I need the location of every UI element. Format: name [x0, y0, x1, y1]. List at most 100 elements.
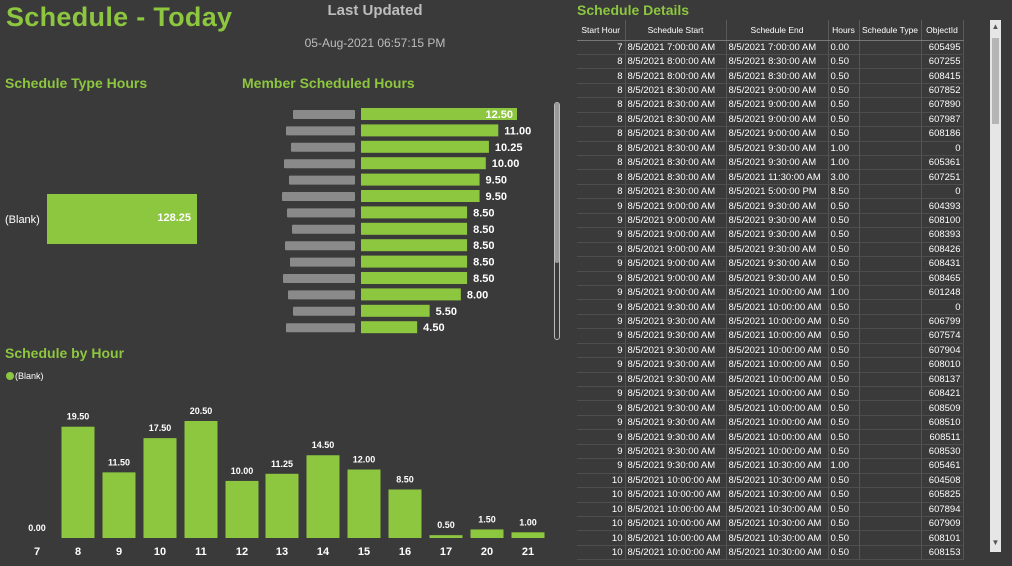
hour-bar[interactable]	[388, 489, 422, 538]
member-hours-bar[interactable]	[361, 206, 468, 219]
member-hours-bar[interactable]	[361, 288, 461, 301]
member-hours-bar[interactable]	[361, 239, 468, 252]
table-row[interactable]: 9 8/5/2021 9:00:00 AM 8/5/2021 10:00:00 AM…	[577, 285, 964, 301]
column-header[interactable]: Schedule End	[726, 20, 829, 41]
table-scroll-thumb[interactable]	[992, 38, 999, 124]
member-name-obscured	[292, 224, 355, 234]
hour-bar-value: 11.25	[271, 459, 293, 469]
table-row[interactable]: 10 8/5/2021 10:00:00 AM 8/5/2021 10:30:00 …	[577, 530, 964, 546]
table-row[interactable]: 10 8/5/2021 10:00:00 AM 8/5/2021 10:30:00 …	[577, 545, 964, 560]
member-hours-bar[interactable]	[361, 321, 418, 334]
hour-bar[interactable]	[347, 469, 381, 538]
table-row[interactable]: 9 8/5/2021 9:30:00 AM 8/5/2021 10:30:00 AM…	[577, 458, 964, 474]
table-cell	[859, 256, 922, 272]
member-hours-bar[interactable]	[361, 157, 486, 170]
table-row[interactable]: 9 8/5/2021 9:30:00 AM 8/5/2021 10:00:00 AM…	[577, 357, 964, 373]
hour-bar[interactable]	[143, 438, 177, 538]
hour-bar[interactable]	[429, 535, 463, 538]
table-cell: 608421	[921, 386, 964, 402]
table-cell: 8/5/2021 9:30:00 AM	[726, 242, 829, 258]
hour-bar[interactable]	[61, 426, 95, 538]
member-name-obscured	[289, 175, 355, 185]
table-cell	[859, 155, 922, 171]
table-row[interactable]: 9 8/5/2021 9:30:00 AM 8/5/2021 10:00:00 AM…	[577, 372, 964, 388]
table-row[interactable]: 8 8/5/2021 8:30:00 AM 8/5/2021 9:00:00 AM 0…	[577, 112, 964, 128]
member-chart-scrollbar[interactable]	[554, 102, 560, 340]
table-cell: 8	[577, 184, 626, 200]
column-header[interactable]: ObjectId	[921, 20, 964, 41]
table-scrollbar[interactable]	[990, 20, 1001, 552]
table-row[interactable]: 9 8/5/2021 9:00:00 AM 8/5/2021 9:30:00 AM 0…	[577, 271, 964, 286]
table-cell: 0.50	[828, 502, 860, 517]
member-hours-bar[interactable]	[361, 124, 499, 137]
table-row[interactable]: 9 8/5/2021 9:30:00 AM 8/5/2021 10:00:00 AM…	[577, 444, 964, 460]
member-hours-bar[interactable]	[361, 304, 430, 317]
table-row[interactable]: 9 8/5/2021 9:00:00 AM 8/5/2021 9:30:00 AM 0…	[577, 256, 964, 272]
table-row[interactable]: 9 8/5/2021 9:00:00 AM 8/5/2021 9:30:00 AM 0…	[577, 242, 964, 258]
table-cell: 8/5/2021 9:00:00 AM	[625, 271, 727, 286]
column-header[interactable]: Hours	[828, 20, 860, 41]
member-hours-bar[interactable]	[361, 222, 468, 235]
table-row[interactable]: 10 8/5/2021 10:00:00 AM 8/5/2021 10:30:00 …	[577, 473, 964, 489]
table-cell: 608153	[921, 545, 964, 560]
schedule-type-bar[interactable]	[47, 194, 197, 244]
table-cell: 0.50	[828, 343, 860, 359]
member-chart-scroll-thumb[interactable]	[555, 103, 559, 263]
hour-bar[interactable]	[470, 529, 504, 538]
table-row[interactable]: 8 8/5/2021 8:30:00 AM 8/5/2021 11:30:00 AM…	[577, 169, 964, 185]
member-name-obscured	[284, 159, 355, 169]
column-header[interactable]: Schedule Type	[859, 20, 922, 41]
table-row[interactable]: 10 8/5/2021 10:00:00 AM 8/5/2021 10:30:00 …	[577, 487, 964, 503]
table-cell: 8	[577, 169, 626, 185]
table-row[interactable]: 9 8/5/2021 9:30:00 AM 8/5/2021 10:00:00 AM…	[577, 299, 964, 315]
table-cell: 8/5/2021 9:30:00 AM	[726, 213, 829, 229]
member-name-obscured	[293, 306, 355, 316]
table-cell	[859, 343, 922, 359]
hour-bar[interactable]	[511, 532, 545, 538]
table-cell: 1.00	[828, 285, 860, 301]
table-row[interactable]: 8 8/5/2021 8:00:00 AM 8/5/2021 8:30:00 AM 0…	[577, 68, 964, 84]
table-row[interactable]: 9 8/5/2021 9:30:00 AM 8/5/2021 10:00:00 AM…	[577, 314, 964, 330]
table-row[interactable]: 10 8/5/2021 10:00:00 AM 8/5/2021 10:30:00 …	[577, 516, 964, 532]
table-row[interactable]: 9 8/5/2021 9:30:00 AM 8/5/2021 10:00:00 AM…	[577, 386, 964, 402]
column-header[interactable]: Schedule Start	[625, 20, 727, 41]
table-row[interactable]: 9 8/5/2021 9:00:00 AM 8/5/2021 9:30:00 AM 0…	[577, 198, 964, 214]
table-cell: 9	[577, 343, 626, 359]
table-cell	[859, 502, 922, 517]
hour-bar[interactable]	[102, 472, 136, 538]
scroll-up-icon[interactable]: ▲	[991, 22, 1000, 31]
table-row[interactable]: 8 8/5/2021 8:30:00 AM 8/5/2021 9:00:00 AM 0…	[577, 83, 964, 99]
table-row[interactable]: 9 8/5/2021 9:00:00 AM 8/5/2021 9:30:00 AM 0…	[577, 227, 964, 243]
table-row[interactable]: 9 8/5/2021 9:30:00 AM 8/5/2021 10:00:00 AM…	[577, 415, 964, 431]
member-hours-bar[interactable]	[361, 108, 517, 120]
member-hours-bar[interactable]	[361, 173, 480, 186]
table-row[interactable]: 9 8/5/2021 9:00:00 AM 8/5/2021 9:30:00 AM 0…	[577, 213, 964, 229]
table-row[interactable]: 8 8/5/2021 8:30:00 AM 8/5/2021 9:30:00 AM 1…	[577, 155, 964, 171]
table-header-row: Start Hour Schedule Start Schedule End Hour…	[577, 20, 964, 41]
table-cell: 8/5/2021 8:30:00 AM	[625, 141, 727, 157]
scroll-down-icon[interactable]: ▼	[991, 538, 1000, 547]
table-row[interactable]: 8 8/5/2021 8:30:00 AM 8/5/2021 9:00:00 AM 0…	[577, 97, 964, 113]
table-row[interactable]: 9 8/5/2021 9:30:00 AM 8/5/2021 10:00:00 AM…	[577, 429, 964, 445]
member-hours-bar[interactable]	[361, 272, 468, 284]
column-header[interactable]: Start Hour	[577, 20, 626, 41]
hour-bar[interactable]	[306, 455, 340, 538]
member-hours-bar[interactable]	[361, 190, 480, 202]
table-cell: 9	[577, 429, 626, 445]
hour-bar[interactable]	[265, 473, 299, 538]
table-row[interactable]: 8 8/5/2021 8:30:00 AM 8/5/2021 9:00:00 AM 0…	[577, 126, 964, 142]
member-hours-bar[interactable]	[361, 140, 489, 153]
table-row[interactable]: 9 8/5/2021 9:30:00 AM 8/5/2021 10:00:00 AM…	[577, 343, 964, 359]
table-cell: 8/5/2021 9:00:00 AM	[625, 198, 727, 214]
table-row[interactable]: 10 8/5/2021 10:00:00 AM 8/5/2021 10:30:00 …	[577, 502, 964, 517]
table-row[interactable]: 8 8/5/2021 8:00:00 AM 8/5/2021 8:30:00 AM 0…	[577, 54, 964, 70]
table-row[interactable]: 7 8/5/2021 7:00:00 AM 8/5/2021 7:00:00 AM 0…	[577, 40, 964, 55]
table-row[interactable]: 8 8/5/2021 8:30:00 AM 8/5/2021 9:30:00 AM 1…	[577, 141, 964, 157]
hour-bar[interactable]	[225, 480, 259, 538]
table-row[interactable]: 9 8/5/2021 9:30:00 AM 8/5/2021 10:00:00 AM…	[577, 400, 964, 416]
table-cell	[859, 299, 922, 315]
table-row[interactable]: 9 8/5/2021 9:30:00 AM 8/5/2021 10:00:00 AM…	[577, 328, 964, 344]
member-hours-bar[interactable]	[361, 255, 468, 268]
table-row[interactable]: 8 8/5/2021 8:30:00 AM 8/5/2021 5:00:00 PM 8…	[577, 184, 964, 200]
hour-bar[interactable]	[184, 421, 218, 538]
